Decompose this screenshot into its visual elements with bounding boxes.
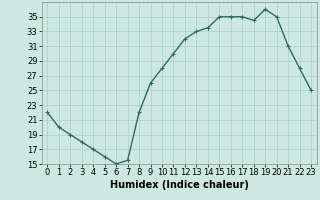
X-axis label: Humidex (Indice chaleur): Humidex (Indice chaleur) (110, 180, 249, 190)
